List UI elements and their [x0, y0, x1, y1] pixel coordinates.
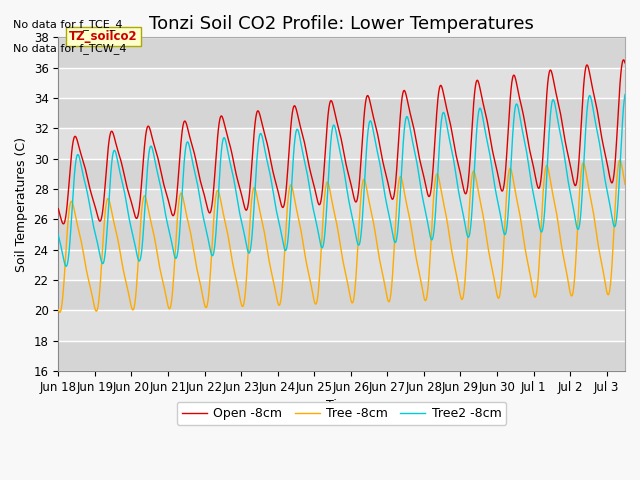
- Tree2 -8cm: [218, 141, 226, 147]
- Tree -8cm: [218, 205, 226, 211]
- Tree2 -8cm: [270, 192, 278, 198]
- Tree -8cm: [56, 310, 63, 315]
- Bar: [58, 37, 625, 68]
- Tree2 -8cm: [547, 113, 554, 119]
- Open -8cm: [547, 67, 554, 73]
- Tree -8cm: [167, 301, 175, 307]
- Open -8cm: [270, 171, 278, 177]
- Open -8cm: [484, 120, 492, 125]
- Tree -8cm: [547, 177, 554, 183]
- Bar: [58, 341, 625, 371]
- Text: TZ_soilco2: TZ_soilco2: [69, 30, 138, 43]
- Tree -8cm: [270, 279, 278, 285]
- Open -8cm: [218, 114, 226, 120]
- Open -8cm: [54, 206, 62, 212]
- Tree2 -8cm: [484, 139, 492, 145]
- Bar: [58, 280, 625, 311]
- Text: No data for f_TCW_4: No data for f_TCW_4: [13, 43, 126, 54]
- Bar: [58, 219, 625, 250]
- Text: No data for f_TCE_4: No data for f_TCE_4: [13, 19, 122, 30]
- Line: Open -8cm: Open -8cm: [58, 60, 625, 224]
- Tree2 -8cm: [54, 232, 62, 238]
- Tree -8cm: [484, 240, 492, 246]
- Tree -8cm: [54, 307, 62, 312]
- Open -8cm: [60, 221, 67, 227]
- Tree -8cm: [621, 181, 629, 187]
- Open -8cm: [157, 167, 164, 172]
- X-axis label: Time: Time: [326, 399, 357, 412]
- Tree -8cm: [616, 157, 623, 163]
- Title: Tonzi Soil CO2 Profile: Lower Temperatures: Tonzi Soil CO2 Profile: Lower Temperatur…: [149, 15, 534, 33]
- Legend: Open -8cm, Tree -8cm, Tree2 -8cm: Open -8cm, Tree -8cm, Tree2 -8cm: [177, 402, 506, 425]
- Y-axis label: Soil Temperatures (C): Soil Temperatures (C): [15, 137, 28, 272]
- Tree2 -8cm: [63, 264, 70, 269]
- Line: Tree2 -8cm: Tree2 -8cm: [58, 95, 625, 266]
- Open -8cm: [167, 209, 175, 215]
- Tree2 -8cm: [167, 237, 175, 242]
- Tree -8cm: [157, 268, 164, 274]
- Open -8cm: [620, 57, 627, 63]
- Open -8cm: [621, 60, 629, 66]
- Bar: [58, 159, 625, 189]
- Bar: [58, 98, 625, 128]
- Tree2 -8cm: [621, 92, 629, 97]
- Tree2 -8cm: [157, 182, 164, 188]
- Line: Tree -8cm: Tree -8cm: [58, 160, 625, 312]
